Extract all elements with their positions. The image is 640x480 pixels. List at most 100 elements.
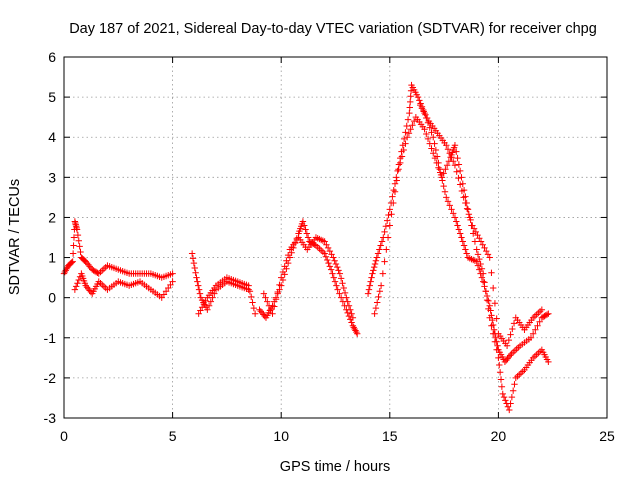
data-point: [97, 268, 104, 276]
data-point: [417, 101, 424, 109]
data-point: [436, 169, 444, 176]
data-point: [472, 228, 480, 236]
data-point: [505, 336, 513, 344]
data-point: [476, 235, 483, 242]
data-point: [500, 393, 508, 401]
data-point: [197, 307, 204, 314]
data-point: [440, 182, 447, 190]
data-point: [76, 243, 83, 250]
data-point: [327, 266, 335, 273]
data-point: [407, 87, 415, 94]
data-point: [471, 238, 479, 245]
data-point: [257, 308, 264, 315]
data-point: [200, 300, 208, 308]
data-point: [420, 108, 427, 115]
data-point: [489, 321, 497, 329]
data-point: [299, 218, 307, 225]
data-point: [404, 116, 412, 123]
data-point: [433, 159, 440, 167]
data-point: [421, 109, 428, 117]
data-point: [284, 251, 292, 259]
y-tick-label: 1: [48, 250, 56, 266]
data-point: [492, 334, 499, 341]
data-point: [455, 226, 463, 233]
data-point: [485, 297, 492, 305]
data-point: [192, 269, 199, 276]
data-point: [371, 310, 378, 317]
data-point: [326, 247, 334, 255]
data-point: [374, 299, 381, 306]
data-point: [488, 322, 495, 329]
data-point: [451, 214, 459, 221]
data-point: [269, 310, 276, 317]
data-point: [74, 231, 82, 239]
data-point: [494, 342, 501, 349]
data-point: [188, 250, 196, 257]
data-point: [376, 246, 383, 253]
data-point: [370, 267, 377, 274]
data-point: [443, 194, 450, 201]
data-point: [394, 167, 401, 175]
data-point: [506, 352, 514, 359]
data-point: [377, 242, 384, 249]
data-point: [479, 278, 487, 285]
series-trace-b: [71, 270, 176, 301]
data-point: [365, 286, 373, 293]
data-point: [467, 216, 474, 224]
y-tick-label: 2: [48, 209, 56, 225]
data-point: [382, 223, 390, 230]
data-point: [278, 274, 285, 281]
data-point: [465, 211, 473, 218]
data-point: [278, 282, 285, 289]
data-point: [245, 282, 252, 289]
data-point: [373, 254, 380, 261]
data-point: [405, 130, 413, 137]
plot-frame: [63, 56, 608, 419]
ticks: -3 -2 -1 0 1 2 3 4 5 6 0 5 10 15 20 25: [44, 49, 615, 444]
data-point: [414, 93, 422, 101]
data-point: [371, 260, 379, 268]
data-point: [438, 174, 446, 181]
data-point: [383, 246, 390, 253]
data-point: [384, 234, 392, 241]
data-point: [372, 304, 380, 312]
data-point: [456, 230, 464, 237]
data-point: [423, 130, 430, 138]
data-point: [99, 281, 106, 289]
data-point: [391, 188, 399, 195]
data-point: [264, 298, 271, 305]
data-point: [397, 159, 404, 167]
x-axis-label: GPS time / hours: [280, 459, 390, 475]
data-point: [301, 222, 308, 229]
data-point: [162, 288, 170, 295]
data-point: [97, 280, 104, 287]
data-point: [368, 274, 375, 281]
data-point: [345, 302, 353, 309]
data-point: [248, 293, 255, 301]
data-point: [100, 283, 108, 290]
data-point: [496, 369, 504, 376]
data-point: [416, 97, 423, 104]
data-point: [462, 246, 469, 253]
series-trace-i: [417, 101, 546, 349]
data-point: [202, 297, 209, 305]
data-point: [348, 310, 355, 317]
data-point: [458, 174, 465, 181]
data-point: [274, 288, 281, 296]
data-point: [195, 310, 202, 317]
data-point: [272, 296, 280, 303]
data-point: [545, 310, 552, 317]
data-point: [535, 309, 542, 317]
data-point: [474, 231, 481, 239]
data-point: [378, 238, 386, 245]
data-point: [303, 230, 311, 237]
y-tick-label: 3: [48, 169, 56, 185]
data-point: [517, 369, 525, 377]
data-point: [86, 287, 93, 294]
data-point: [351, 325, 358, 333]
data-point: [533, 351, 540, 358]
data-point: [403, 122, 410, 130]
data-point: [443, 142, 450, 149]
data-point: [428, 129, 435, 136]
data-point: [428, 145, 435, 152]
